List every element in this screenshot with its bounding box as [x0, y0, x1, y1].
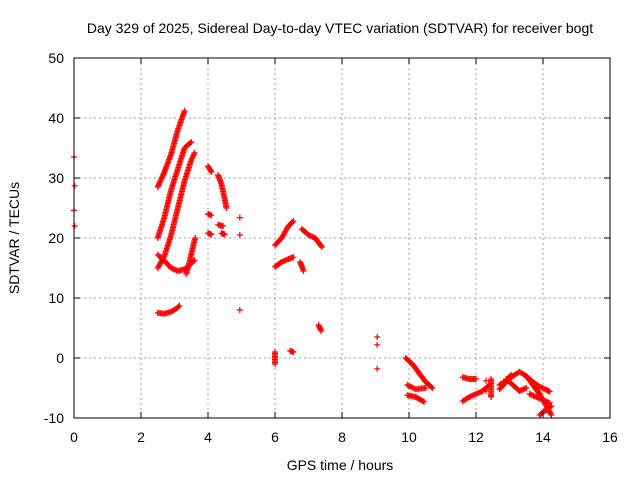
data-point [374, 365, 381, 372]
x-tick-label: 14 [535, 429, 551, 445]
x-tick-label: 4 [204, 429, 212, 445]
data-point [374, 341, 381, 348]
data-point [548, 412, 555, 418]
data-point [428, 384, 435, 390]
chart-title: Day 329 of 2025, Sidereal Day-to-day VTE… [87, 20, 593, 36]
data-point [318, 244, 325, 250]
data-point [176, 302, 183, 309]
data-point [158, 175, 165, 182]
data-point [318, 242, 325, 249]
y-tick-label: 20 [48, 230, 64, 246]
y-tick-label: 30 [48, 170, 64, 186]
data-point [548, 403, 555, 409]
data-point [546, 388, 553, 395]
data-point [190, 258, 197, 265]
data-point [429, 385, 436, 391]
y-tick-label: 50 [48, 50, 64, 66]
data-point [421, 398, 428, 405]
x-tick-label: 12 [468, 429, 484, 445]
data-point [160, 171, 167, 178]
data-point [547, 404, 554, 410]
data-point [374, 334, 381, 340]
data-point [236, 214, 243, 221]
data-point [488, 394, 495, 400]
data-point [192, 235, 199, 241]
y-tick-label: 0 [56, 350, 64, 366]
x-axis-label: GPS time / hours [287, 457, 394, 473]
data-point [156, 179, 163, 186]
data-point [208, 231, 215, 238]
data-point [236, 232, 243, 238]
data-point [207, 167, 214, 174]
x-tick-label: 8 [338, 429, 346, 445]
data-point [160, 170, 167, 177]
data-point [187, 140, 194, 146]
data-point [71, 182, 78, 189]
data-point [523, 385, 530, 391]
x-tick-label: 16 [602, 429, 618, 445]
data-point [223, 205, 230, 211]
data-point [547, 410, 554, 417]
x-tick-label: 10 [401, 429, 417, 445]
data-point [422, 385, 429, 391]
y-axis-label: SDTVAR / TECUs [6, 182, 22, 294]
data-point [290, 349, 297, 355]
data-point [188, 139, 195, 145]
y-tick-label: 40 [48, 110, 64, 126]
data-point [508, 371, 515, 378]
grid-lines [74, 58, 610, 418]
data-point [289, 219, 296, 226]
data-point [483, 388, 490, 394]
data-point [483, 377, 490, 384]
x-axis-tick-labels: 0 2 4 6 8 10 12 14 16 [70, 429, 618, 445]
data-point [272, 361, 278, 367]
data-point [175, 303, 182, 310]
data-point [208, 212, 215, 219]
data-point [155, 182, 162, 189]
data-point [208, 169, 215, 175]
data-points [71, 107, 555, 418]
data-point [473, 376, 479, 382]
x-tick-label: 2 [137, 429, 145, 445]
data-point [290, 218, 297, 225]
data-point [221, 231, 228, 238]
axis-ticks [73, 57, 611, 419]
data-point [155, 181, 162, 188]
x-tick-label: 6 [271, 429, 279, 445]
data-point [157, 177, 164, 184]
data-point [159, 173, 166, 180]
data-point [419, 398, 426, 405]
data-point [318, 328, 325, 334]
data-point [71, 223, 78, 229]
data-point [181, 107, 188, 114]
data-point [290, 254, 297, 261]
data-point [159, 174, 166, 181]
data-point [157, 178, 164, 185]
y-tick-label: -10 [44, 410, 64, 426]
x-tick-label: 0 [70, 429, 78, 445]
data-point [507, 373, 514, 379]
y-tick-label: 10 [48, 290, 64, 306]
data-point [236, 307, 243, 313]
data-point [191, 149, 198, 156]
y-axis-tick-labels: -10 0 10 20 30 40 50 [44, 50, 64, 426]
data-point [220, 223, 227, 229]
data-point [154, 184, 161, 190]
data-point [300, 268, 307, 274]
